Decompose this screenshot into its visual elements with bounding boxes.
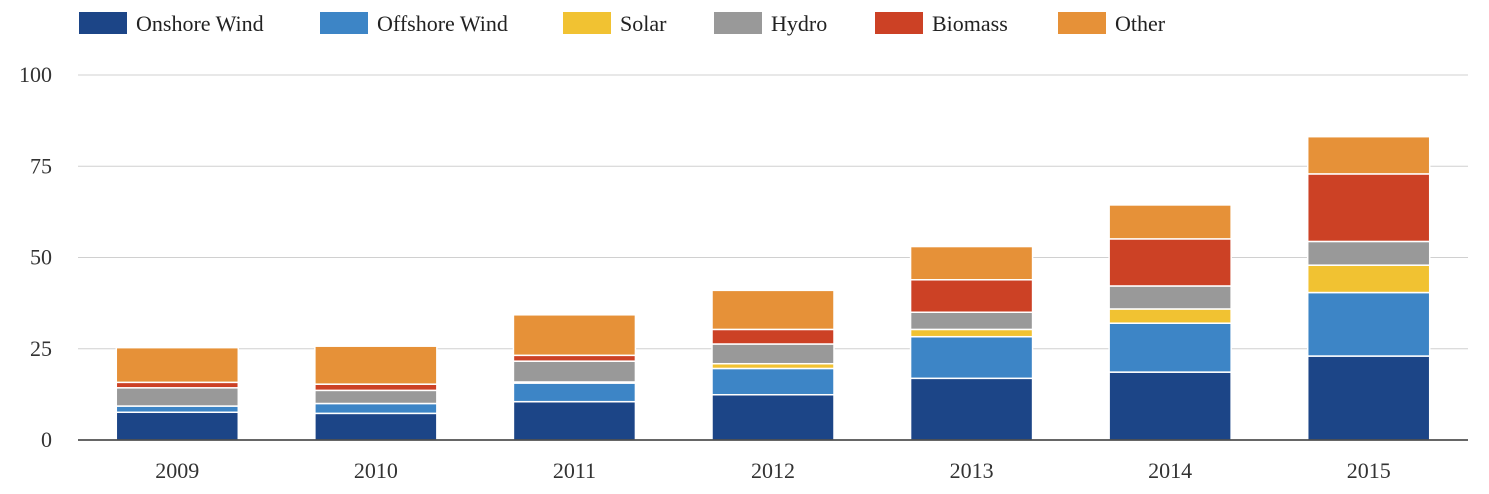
- y-tick-label: 100: [19, 62, 52, 87]
- legend-swatch: [563, 12, 611, 34]
- bars: [115, 135, 1431, 441]
- bar-other-2013: [909, 245, 1034, 281]
- bar-hydro-2010: [314, 389, 438, 405]
- bar-stack-2014: [1108, 204, 1232, 441]
- bar-offshore-wind-2009: [115, 405, 240, 414]
- bar-onshore-wind-2014: [1108, 371, 1232, 441]
- legend-item-other: Other: [1058, 11, 1166, 36]
- y-tick-label: 50: [30, 245, 52, 270]
- bar-stack-2010: [314, 345, 438, 441]
- bar-hydro-2011: [512, 360, 637, 383]
- legend-item-offshore-wind: Offshore Wind: [320, 11, 508, 36]
- bar-onshore-wind-2009: [115, 411, 240, 441]
- bar-onshore-wind-2011: [512, 400, 637, 441]
- legend-swatch: [79, 12, 127, 34]
- bar-offshore-wind-2011: [512, 382, 637, 403]
- legend-swatch: [320, 12, 368, 34]
- bar-other-2014: [1108, 204, 1232, 240]
- bar-biomass-2012: [711, 328, 835, 345]
- legend-swatch: [875, 12, 923, 34]
- x-tick-label: 2009: [155, 458, 199, 483]
- x-tick-label: 2015: [1347, 458, 1391, 483]
- x-tick-label: 2013: [950, 458, 994, 483]
- bar-offshore-wind-2015: [1306, 291, 1431, 357]
- legend-label: Other: [1115, 11, 1166, 36]
- bar-stack-2011: [512, 314, 637, 441]
- bar-hydro-2015: [1306, 240, 1431, 266]
- y-tick-label: 0: [41, 427, 52, 452]
- bar-offshore-wind-2010: [314, 402, 438, 415]
- bar-solar-2015: [1306, 264, 1431, 294]
- legend-label: Hydro: [771, 11, 827, 36]
- x-tick-label: 2011: [553, 458, 596, 483]
- bar-biomass-2010: [314, 383, 438, 392]
- bar-stack-2013: [909, 245, 1034, 441]
- x-axis-tick-labels: 2009 2010 2011 2012 2013 2014 2015: [155, 458, 1390, 483]
- bar-solar-2014: [1108, 308, 1232, 324]
- y-tick-label: 75: [30, 153, 52, 178]
- legend-label: Onshore Wind: [136, 11, 264, 36]
- bar-offshore-wind-2012: [711, 367, 835, 396]
- y-axis-tick-labels: 0 25 50 75 100: [19, 62, 52, 452]
- x-tick-label: 2012: [751, 458, 795, 483]
- legend-item-onshore-wind: Onshore Wind: [79, 11, 264, 36]
- bar-stack-2012: [711, 289, 835, 441]
- legend: Onshore Wind Offshore Wind Solar Hydro Bioma…: [79, 11, 1166, 36]
- bar-other-2015: [1306, 135, 1431, 175]
- x-tick-label: 2010: [354, 458, 398, 483]
- bar-hydro-2013: [909, 311, 1034, 331]
- bar-onshore-wind-2010: [314, 412, 438, 441]
- bar-other-2009: [115, 346, 240, 384]
- bar-other-2010: [314, 345, 438, 385]
- bar-onshore-wind-2015: [1306, 355, 1431, 441]
- legend-label: Offshore Wind: [377, 11, 508, 36]
- x-tick-label: 2014: [1148, 458, 1192, 483]
- bar-onshore-wind-2012: [711, 393, 835, 441]
- bar-offshore-wind-2014: [1108, 322, 1232, 373]
- legend-swatch: [1058, 12, 1106, 34]
- legend-label: Solar: [620, 11, 667, 36]
- legend-item-solar: Solar: [563, 11, 667, 36]
- bar-solar-2013: [909, 328, 1034, 338]
- bar-other-2012: [711, 289, 835, 331]
- bar-hydro-2014: [1108, 285, 1232, 310]
- legend-label: Biomass: [932, 11, 1008, 36]
- legend-swatch: [714, 12, 762, 34]
- bar-hydro-2009: [115, 387, 240, 407]
- bar-biomass-2015: [1306, 173, 1431, 243]
- y-tick-label: 25: [30, 336, 52, 361]
- bar-offshore-wind-2013: [909, 335, 1034, 380]
- bar-hydro-2012: [711, 343, 835, 365]
- bar-other-2011: [512, 314, 637, 357]
- bar-onshore-wind-2013: [909, 377, 1034, 441]
- bar-biomass-2009: [115, 381, 240, 389]
- legend-item-hydro: Hydro: [714, 11, 827, 36]
- bar-stack-2015: [1306, 135, 1431, 441]
- bar-stack-2009: [115, 346, 240, 441]
- legend-item-biomass: Biomass: [875, 11, 1008, 36]
- bar-biomass-2013: [909, 279, 1034, 314]
- bar-biomass-2011: [512, 354, 637, 362]
- bar-biomass-2014: [1108, 238, 1232, 287]
